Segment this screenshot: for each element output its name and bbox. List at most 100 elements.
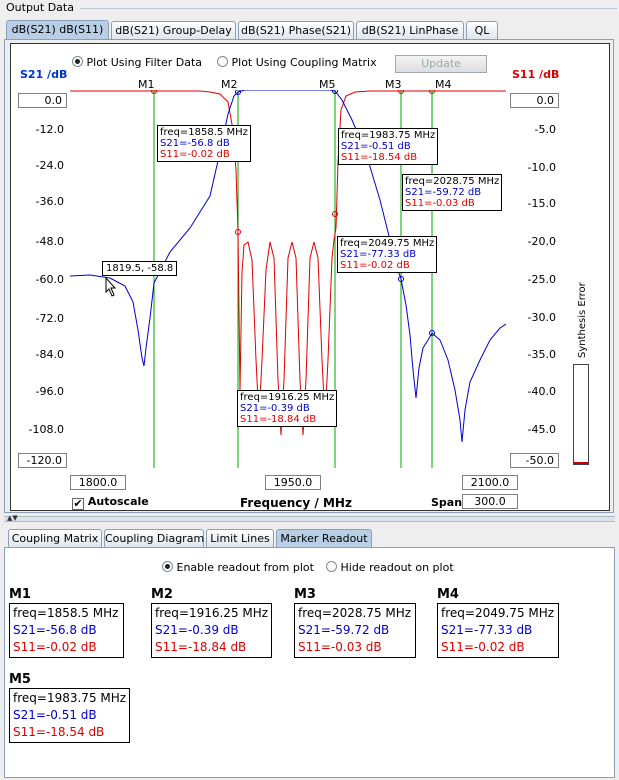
collapse-arrows-icon[interactable]: ▲▼ <box>7 514 18 522</box>
readout-freq: freq=1858.5 MHz <box>160 127 248 138</box>
readout-s11: S11=-0.03 dB <box>298 640 382 654</box>
readout-s11: S11=-18.84 dB <box>240 414 317 425</box>
readout-freq: freq=1858.5 MHz <box>13 606 119 620</box>
readout-s21: S21=-59.72 dB <box>405 187 482 198</box>
hide-readout-label: Hide readout on plot <box>340 561 454 574</box>
plot-panel <box>10 43 610 511</box>
readout-s21: S21=-77.33 dB <box>441 623 533 637</box>
readout-s21: S21=-59.72 dB <box>298 623 390 637</box>
marker-point-m5-s11 <box>332 211 338 217</box>
readout-s21: S21=-56.8 dB <box>160 138 230 149</box>
update-button[interactable]: Update <box>395 55 487 73</box>
marker-label-m3: M3 <box>385 78 402 91</box>
left-tick: -108.0 <box>28 423 64 436</box>
filter-data-label: Plot Using Filter Data <box>86 56 203 69</box>
readout-freq: freq=2049.75 MHz <box>340 238 435 249</box>
hide-readout-radio[interactable] <box>326 561 337 572</box>
autoscale-label: Autoscale <box>87 495 149 508</box>
plot-readout-m1: freq=1858.5 MHz S21=-56.8 dB S11=-0.02 d… <box>157 125 251 162</box>
tab-coupling-diagram[interactable]: Coupling Diagram <box>104 529 204 547</box>
marker-readout-m3: freq=2028.75 MHz S21=-59.72 dB S11=-0.03… <box>294 603 416 658</box>
marker-label-m4: M4 <box>435 78 452 91</box>
marker-point-m3-s21 <box>398 276 404 282</box>
plot-readout-m2: freq=1916.25 MHz S21=-0.39 dB S11=-18.84… <box>237 390 338 427</box>
left-axis-max-field[interactable]: 0.0 <box>18 93 67 108</box>
right-axis-max-field[interactable]: 0.0 <box>510 93 559 108</box>
right-tick: -35.0 <box>527 348 556 361</box>
tab-marker-readout[interactable]: Marker Readout <box>276 529 372 547</box>
right-axis-min-field[interactable]: -50.0 <box>510 453 559 468</box>
right-tick: -45.0 <box>527 423 556 436</box>
readout-freq: freq=1916.25 MHz <box>155 606 269 620</box>
autoscale-option[interactable]: ✔ Autoscale <box>72 495 149 510</box>
readout-s21: S21=-77.33 dB <box>340 249 417 260</box>
readout-s11: S11=-18.84 dB <box>155 640 247 654</box>
coupling-matrix-radio[interactable] <box>217 56 228 67</box>
left-tick: -72.0 <box>35 312 64 325</box>
enable-readout-option[interactable]: Enable readout from plot <box>162 561 314 574</box>
readout-s21: S21=-56.8 dB <box>13 623 97 637</box>
readout-s11: S11=-0.02 dB <box>160 149 230 160</box>
right-tick: -10.0 <box>527 161 556 174</box>
tab-ql[interactable]: QL <box>466 21 498 40</box>
marker-point-m5-s21 <box>332 90 338 94</box>
readout-s11: S11=-0.02 dB <box>340 260 410 271</box>
enable-readout-label: Enable readout from plot <box>176 561 314 574</box>
splitter-bar[interactable]: ▲▼ <box>4 514 615 522</box>
readout-s11: S11=-0.02 dB <box>13 640 97 654</box>
marker-point-m2-s21 <box>235 90 241 95</box>
synthesis-error-label: Synthesis Error <box>577 282 588 358</box>
readout-s11: S11=-0.03 dB <box>405 198 475 209</box>
readout-freq: freq=1916.25 MHz <box>240 392 335 403</box>
marker-title-m4: M4 <box>437 587 459 602</box>
readout-s21: S21=-0.51 dB <box>341 141 411 152</box>
hide-readout-option[interactable]: Hide readout on plot <box>326 561 454 574</box>
left-axis-min-field[interactable]: -120.0 <box>18 453 67 468</box>
autoscale-checkbox[interactable]: ✔ <box>72 497 84 510</box>
cursor-readout: 1819.5, -58.8 <box>102 261 178 276</box>
marker-point-m4-s11 <box>429 90 435 94</box>
marker-title-m2: M2 <box>151 587 173 602</box>
filter-data-radio[interactable] <box>72 56 83 67</box>
output-data-title: Output Data <box>6 1 74 14</box>
left-tick: -24.0 <box>35 159 64 172</box>
readout-s11: S11=-18.54 dB <box>341 152 418 163</box>
x-axis-center-field[interactable]: 1950.0 <box>265 475 321 490</box>
marker-point-m3-s11 <box>398 90 404 94</box>
right-tick: -5.0 <box>534 123 556 136</box>
right-tick: -40.0 <box>527 385 556 398</box>
filter-data-option[interactable]: Plot Using Filter Data <box>72 56 202 69</box>
tab-s21-linphase[interactable]: dB(S21) LinPhase <box>356 21 464 40</box>
readout-freq: freq=2028.75 MHz <box>298 606 412 620</box>
tab-coupling-matrix[interactable]: Coupling Matrix <box>8 529 102 547</box>
marker-readout-panel <box>4 547 615 778</box>
tab-s21-s11[interactable]: dB(S21) dB(S11) <box>6 20 109 40</box>
marker-label-m5: M5 <box>319 78 336 91</box>
plot-readout-m3: freq=2028.75 MHz S21=-59.72 dB S11=-0.03… <box>402 174 503 211</box>
tab-s21-phase[interactable]: dB(S21) Phase(S21) <box>238 21 354 40</box>
marker-readout-m5: freq=1983.75 MHz S21=-0.51 dB S11=-18.54… <box>9 688 130 743</box>
left-tick: -96.0 <box>35 385 64 398</box>
readout-freq: freq=2049.75 MHz <box>441 606 555 620</box>
marker-title-m5: M5 <box>9 672 31 687</box>
marker-title-m3: M3 <box>294 587 316 602</box>
x-axis-min-field[interactable]: 1800.0 <box>70 475 126 490</box>
marker-label-m2: M2 <box>221 78 238 91</box>
readout-freq: freq=2028.75 MHz <box>405 176 500 187</box>
coupling-matrix-option[interactable]: Plot Using Coupling Matrix <box>217 56 377 69</box>
enable-readout-radio[interactable] <box>162 561 173 572</box>
marker-point-m4-s21 <box>429 330 435 336</box>
mouse-pointer-icon <box>105 276 117 297</box>
left-axis-title: S21 /dB <box>20 68 68 81</box>
plot-readout-m4: freq=2049.75 MHz S21=-77.33 dB S11=-0.02… <box>337 236 438 273</box>
right-tick: -30.0 <box>527 311 556 324</box>
readout-freq: freq=1983.75 MHz <box>341 130 436 141</box>
plot-readout-m5: freq=1983.75 MHz S21=-0.51 dB S11=-18.54… <box>338 128 439 165</box>
tab-limit-lines[interactable]: Limit Lines <box>206 529 274 547</box>
span-field[interactable]: 300.0 <box>462 494 518 509</box>
marker-readout-m2: freq=1916.25 MHz S21=-0.39 dB S11=-18.84… <box>151 603 272 658</box>
x-axis-max-field[interactable]: 2100.0 <box>462 475 518 490</box>
tab-s21-group-delay[interactable]: dB(S21) Group-Delay <box>111 21 236 40</box>
synthesis-error-gauge <box>573 364 589 465</box>
marker-readout-m4: freq=2049.75 MHz S21=-77.33 dB S11=-0.02… <box>437 603 559 658</box>
